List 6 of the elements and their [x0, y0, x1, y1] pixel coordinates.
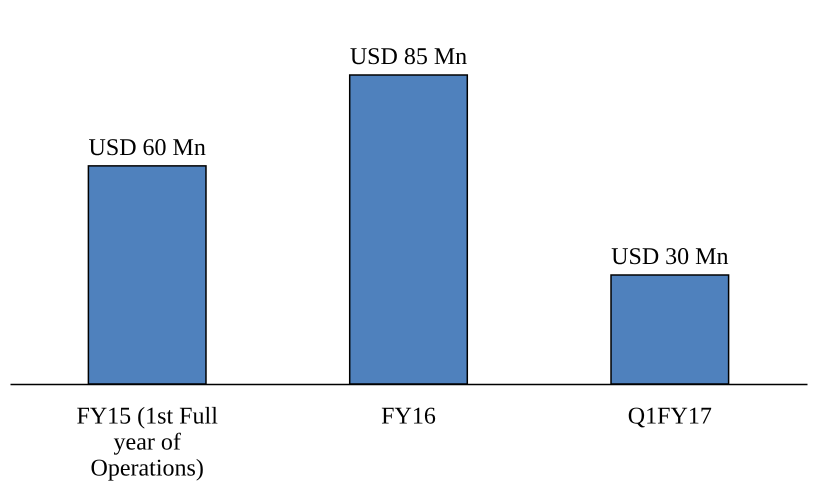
x-tick-label: Q1FY17: [628, 404, 712, 430]
x-tick-label: FY16: [381, 404, 436, 430]
data-label: USD 60 Mn: [88, 134, 206, 161]
x-tick-label: FY15 (1st Full year of Operations): [76, 404, 218, 482]
data-label: USD 85 Mn: [350, 44, 468, 70]
data-label: USD 30 Mn: [611, 244, 728, 270]
